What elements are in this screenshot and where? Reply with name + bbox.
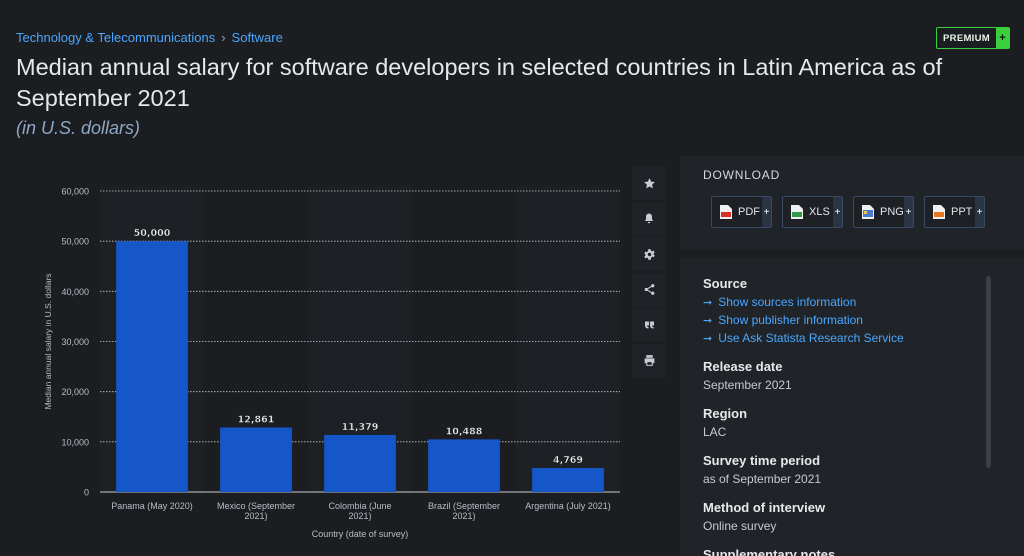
supplementary-notes-heading: Supplementary notes [703, 547, 836, 556]
y-tick-label: 50,000 [61, 237, 89, 247]
download-pdf-plus-icon: + [762, 197, 771, 227]
x-tick-label: Brazil (September [428, 501, 500, 511]
ask-statista-label: Use Ask Statista Research Service [718, 331, 904, 345]
download-title: DOWNLOAD [703, 168, 781, 182]
bar-3 [324, 434, 396, 492]
download-png-plus-icon: + [904, 197, 913, 227]
y-tick-label: 20,000 [61, 387, 89, 397]
premium-plus-icon: + [996, 28, 1009, 48]
arrow-right-icon: ➞ [703, 332, 713, 345]
show-publisher-link[interactable]: ➞ Show publisher information [703, 313, 993, 327]
y-axis-title: Median annual salary in U.S. dollars [43, 273, 53, 409]
survey-period-heading: Survey time period [703, 453, 821, 468]
download-xls-button[interactable]: XLS + [782, 196, 843, 228]
bar-5 [532, 468, 604, 492]
breadcrumb-parent-link[interactable]: Technology & Telecommunications [16, 30, 216, 45]
panel-divider [680, 250, 1024, 258]
release-date-value: September 2021 [703, 378, 792, 392]
breadcrumb-current-link[interactable]: Software [231, 30, 283, 45]
download-xls-plus-icon: + [833, 197, 842, 227]
bar-1 [116, 241, 188, 492]
show-sources-link[interactable]: ➞ Show sources information [703, 295, 993, 309]
show-publisher-label: Show publisher information [718, 313, 863, 327]
chart-toolbar [632, 166, 666, 379]
y-tick-label: 40,000 [61, 287, 89, 297]
gear-icon [643, 248, 655, 260]
x-tick-label: Argentina (July 2021) [525, 501, 611, 511]
download-pdf-label: PDF [738, 206, 760, 218]
xls-file-icon [791, 205, 803, 219]
pdf-file-icon [720, 205, 732, 219]
bar-data-label: 12,861 [238, 414, 275, 425]
y-tick-label: 60,000 [61, 187, 89, 197]
download-pdf-button[interactable]: PDF + [711, 196, 772, 228]
survey-period-value: as of September 2021 [703, 472, 822, 486]
quote-icon [644, 321, 654, 329]
share-icon [644, 284, 654, 295]
x-tick-label: Mexico (September [217, 501, 295, 511]
bell-icon [645, 213, 653, 224]
bar-data-label: 10,488 [446, 426, 483, 437]
print-button[interactable] [632, 343, 666, 378]
x-tick-label: 2021) [452, 511, 475, 521]
y-tick-label: 30,000 [61, 337, 89, 347]
chart-panel: 0 10,000 20,000 30,000 40,000 50,000 60,000 50,… [0, 156, 626, 556]
png-file-icon [862, 205, 874, 219]
premium-label: PREMIUM [943, 32, 990, 44]
release-date-heading: Release date [703, 359, 783, 374]
y-tick-label: 10,000 [61, 437, 89, 447]
show-sources-label: Show sources information [718, 295, 857, 309]
ppt-file-icon [933, 205, 945, 219]
x-tick-label: Colombia (June [328, 501, 391, 511]
favorite-button[interactable] [632, 166, 666, 200]
bar-data-label: 11,379 [342, 422, 379, 433]
bar-chart: 0 10,000 20,000 30,000 40,000 50,000 60,000 50,… [43, 187, 620, 539]
region-heading: Region [703, 406, 748, 421]
page-subtitle: (in U.S. dollars) [16, 118, 141, 138]
arrow-right-icon: ➞ [703, 314, 713, 327]
region-value: LAC [703, 425, 727, 439]
page-title: Median annual salary for software develo… [16, 54, 943, 111]
print-icon [644, 355, 654, 366]
x-tick-label: 2021) [348, 511, 371, 521]
ask-statista-link[interactable]: ➞ Use Ask Statista Research Service [703, 331, 993, 345]
statistic-details: Source ➞ Show sources information ➞ Show p… [703, 276, 993, 556]
download-png-label: PNG [880, 206, 904, 218]
chart-column-band [516, 187, 620, 492]
x-axis-title: Country (date of survey) [312, 529, 409, 539]
breadcrumb-separator: › [221, 30, 226, 45]
download-png-button[interactable]: PNG + [853, 196, 914, 228]
bar-data-label: 4,769 [553, 455, 583, 466]
download-ppt-plus-icon: + [975, 197, 984, 227]
method-heading: Method of interview [703, 500, 826, 515]
details-scrollbar[interactable] [986, 276, 991, 468]
premium-badge[interactable]: PREMIUM + [936, 27, 1010, 49]
arrow-right-icon: ➞ [703, 296, 713, 309]
bar-2 [220, 427, 292, 492]
source-heading: Source [703, 276, 748, 291]
settings-button[interactable] [632, 237, 666, 271]
method-value: Online survey [703, 519, 777, 533]
download-ppt-label: PPT [951, 206, 973, 218]
star-icon [643, 177, 655, 188]
bar-4 [428, 439, 500, 492]
cite-button[interactable] [632, 308, 666, 342]
breadcrumb: Technology & Telecommunications › Softwa… [16, 30, 283, 45]
side-panel: DOWNLOAD PDF + XLS + PNG + PPT + Source … [680, 156, 1024, 556]
notification-button[interactable] [632, 201, 666, 236]
y-tick-label: 0 [84, 488, 89, 498]
bar-data-label: 50,000 [134, 228, 171, 239]
x-tick-label: 2021) [244, 511, 267, 521]
download-ppt-button[interactable]: PPT + [924, 196, 985, 228]
download-xls-label: XLS [809, 206, 830, 218]
download-buttons: PDF + XLS + PNG + PPT + [711, 196, 985, 228]
share-button[interactable] [632, 272, 666, 307]
x-tick-label: Panama (May 2020) [111, 501, 193, 511]
